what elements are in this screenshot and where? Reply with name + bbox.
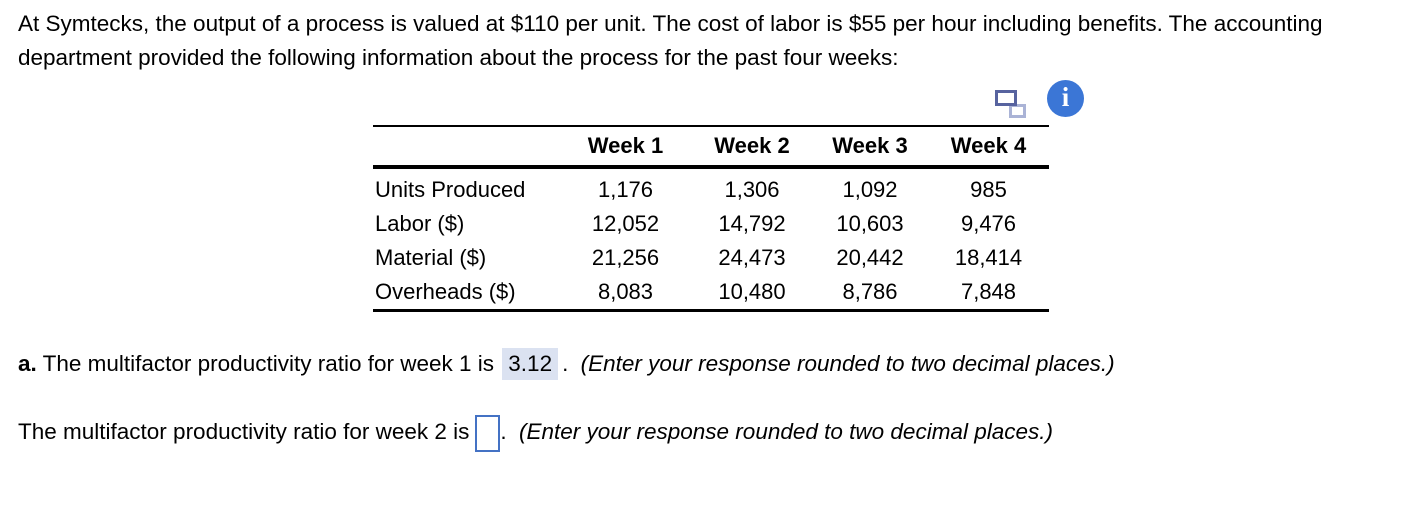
question-a-text: The multifactor productivity ratio for w… — [36, 351, 495, 376]
process-data-table: Week 1 Week 2 Week 3 Week 4 Units Produc… — [373, 125, 1049, 312]
table-header-row: Week 1 Week 2 Week 3 Week 4 — [373, 126, 1049, 169]
copy-icon-back-rect — [1009, 104, 1026, 118]
cell-value: 10,480 — [718, 279, 786, 304]
cell-value: 1,176 — [597, 177, 654, 202]
question-a-line: a. The multifactor productivity ratio fo… — [18, 348, 1115, 380]
question-b-period: . — [500, 419, 507, 444]
table-row-units-produced: Units Produced 1,176 1,306 1,092 985 — [373, 167, 1049, 207]
copy-to-clipboard-icon[interactable] — [995, 90, 1026, 118]
cell-value: 12,052 — [591, 211, 660, 236]
cell-value: 24,473 — [718, 245, 786, 270]
week2-answer-input[interactable] — [475, 414, 501, 452]
info-icon[interactable]: i — [1047, 80, 1084, 117]
row-label: Overheads ($) — [375, 279, 516, 304]
cell-value: 1,092 — [842, 177, 898, 202]
week1-answer-value[interactable]: 3.12 — [502, 348, 559, 380]
question-b-text: The multifactor productivity ratio for w… — [18, 419, 470, 444]
cell-value: 985 — [970, 177, 1007, 202]
table-row-overheads: Overheads ($) 8,083 10,480 8,786 7,848 — [373, 275, 1049, 311]
cell-value: 18,414 — [954, 245, 1023, 270]
row-label: Units Produced — [375, 177, 526, 202]
column-header-week4: Week 4 — [928, 126, 1049, 169]
row-label: Labor ($) — [375, 211, 465, 236]
cell-value: 8,083 — [597, 279, 654, 304]
copy-icon-front-rect — [995, 90, 1017, 106]
question-intro-text: At Symtecks, the output of a process is … — [18, 11, 1323, 70]
cell-value: 21,256 — [591, 245, 660, 270]
question-b-line: The multifactor productivity ratio for w… — [18, 412, 1053, 452]
cell-value: 10,603 — [836, 211, 904, 236]
question-a-prefix: a. — [18, 351, 37, 376]
question-a-instruction: (Enter your response rounded to two deci… — [580, 351, 1115, 376]
column-header-week3: Week 3 — [812, 126, 928, 169]
question-a-period: . — [562, 351, 569, 376]
cell-value: 14,792 — [718, 211, 786, 236]
table-corner-cell — [373, 126, 559, 169]
table-row-material: Material ($) 21,256 24,473 20,442 18,414 — [373, 241, 1049, 275]
table-row-labor: Labor ($) 12,052 14,792 10,603 9,476 — [373, 207, 1049, 241]
question-b-instruction: (Enter your response rounded to two deci… — [518, 419, 1053, 444]
column-header-week1: Week 1 — [559, 126, 692, 169]
cell-value: 9,476 — [960, 211, 1017, 236]
cell-value: 8,786 — [842, 279, 898, 304]
column-header-week2: Week 2 — [692, 126, 812, 169]
cell-value: 7,848 — [960, 279, 1017, 304]
row-label: Material ($) — [375, 245, 487, 270]
cell-value: 20,442 — [836, 245, 904, 270]
cell-value: 1,306 — [724, 177, 780, 202]
